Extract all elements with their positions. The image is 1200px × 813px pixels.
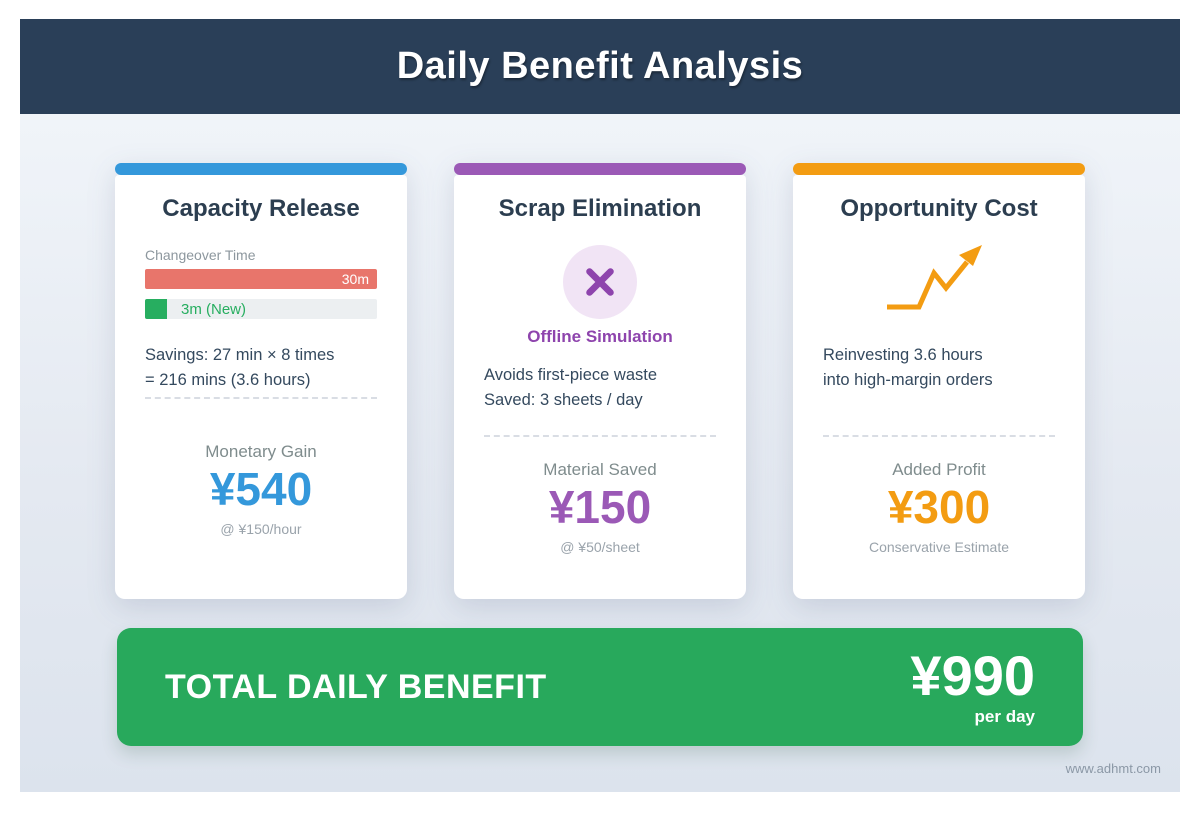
metric-value: ¥300: [887, 481, 991, 533]
card-accent-bar: [454, 163, 746, 175]
metric-label: Added Profit: [892, 460, 986, 479]
divider: [484, 435, 716, 437]
page-header: Daily Benefit Analysis: [20, 19, 1180, 114]
page-title: Daily Benefit Analysis: [396, 45, 804, 87]
metric-note: Conservative Estimate: [868, 539, 1010, 555]
metric-label: Material Saved: [543, 460, 657, 479]
total-label: TOTAL DAILY BENEFIT: [165, 667, 547, 706]
divider: [145, 397, 377, 399]
icon-caption: Offline Simulation: [527, 327, 673, 346]
total-unit: per day: [974, 706, 1035, 726]
card-capacity-release: Capacity Release Changeover Time 30m 3m …: [115, 163, 407, 599]
card-title: Capacity Release: [162, 195, 360, 222]
total-value: ¥990: [910, 643, 1035, 707]
metric-label: Monetary Gain: [205, 442, 317, 461]
new-time-bar: [145, 299, 167, 319]
benefit-text: Reinvesting 3.6 hours into high-margin o…: [823, 346, 993, 389]
divider: [823, 435, 1055, 437]
benefit-text: Avoids first-piece waste Saved: 3 sheets…: [484, 366, 658, 409]
old-time-bar-label: 30m: [341, 271, 369, 287]
x-icon: [563, 245, 637, 319]
card-title: Scrap Elimination: [498, 195, 702, 222]
new-time-bar-track: 3m (New): [145, 299, 377, 319]
card-title: Opportunity Cost: [840, 195, 1038, 222]
card-opportunity-cost: Opportunity Cost Reinvesting 3.6 hours i…: [793, 163, 1085, 599]
old-time-bar: 30m: [145, 269, 377, 289]
metric-note: @ ¥150/hour: [220, 521, 302, 537]
metric-note: @ ¥50/sheet: [560, 539, 640, 555]
new-time-bar-label: 3m (New): [181, 300, 247, 318]
card-accent-bar: [793, 163, 1085, 175]
website-url: www.adhmt.com: [1065, 761, 1161, 776]
total-benefit-banner: TOTAL DAILY BENEFIT ¥990 per day: [117, 628, 1083, 746]
card-accent-bar: [115, 163, 407, 175]
card-scrap-elimination: Scrap Elimination Offline Simulation Avo…: [454, 163, 746, 599]
cards-row: Capacity Release Changeover Time 30m 3m …: [115, 163, 1085, 599]
metric-value: ¥150: [548, 481, 652, 533]
trend-up-icon: [879, 243, 999, 315]
metric-value: ¥540: [209, 463, 313, 515]
bar-section-label: Changeover Time: [145, 247, 256, 263]
savings-text: Savings: 27 min × 8 times = 216 mins (3.…: [145, 346, 335, 389]
